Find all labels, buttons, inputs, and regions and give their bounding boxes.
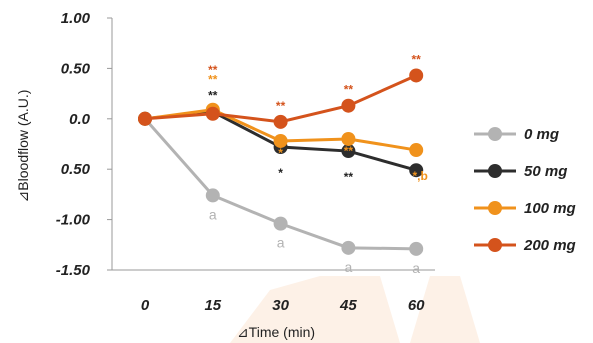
significance-annotation: ** bbox=[208, 63, 218, 77]
data-point bbox=[273, 114, 288, 129]
legend-marker bbox=[488, 201, 502, 215]
data-point bbox=[138, 111, 152, 126]
significance-annotation: *,b bbox=[413, 169, 428, 183]
y-tick-label: 0.50 bbox=[61, 60, 91, 77]
y-tick-labels: 1.00 0.50 0.0 0.50 -1.00 -1.50 bbox=[56, 10, 112, 279]
x-tick-labels: 0 15 30 45 60 bbox=[141, 297, 425, 314]
data-point bbox=[341, 131, 356, 146]
significance-annotation: ** bbox=[344, 83, 354, 97]
y-tick-label: -1.00 bbox=[56, 212, 91, 229]
data-point bbox=[409, 68, 424, 83]
significance-annotation: a bbox=[209, 206, 217, 222]
data-point bbox=[205, 106, 220, 121]
background-shapes bbox=[230, 276, 480, 343]
x-tick-label: 0 bbox=[141, 297, 150, 314]
significance-annotation: a bbox=[277, 235, 285, 251]
legend-marker bbox=[488, 164, 502, 178]
data-point bbox=[341, 144, 356, 159]
y-tick-label: 1.00 bbox=[61, 10, 91, 27]
legend: 0 mg 50 mg 100 mg 200 mg bbox=[474, 126, 576, 254]
legend-label: 0 mg bbox=[524, 126, 559, 143]
data-point bbox=[341, 98, 356, 113]
significance-annotation: ** bbox=[208, 89, 218, 103]
data-point bbox=[273, 216, 288, 231]
x-tick-label: 30 bbox=[272, 297, 289, 314]
significance-annotation: a bbox=[345, 259, 353, 275]
legend-label: 100 mg bbox=[524, 200, 576, 217]
data-point bbox=[273, 133, 288, 148]
x-tick-label: 15 bbox=[204, 297, 221, 314]
data-point bbox=[341, 240, 356, 255]
y-tick-label: 0.50 bbox=[61, 161, 91, 178]
data-point bbox=[409, 143, 424, 158]
significance-annotation: ** bbox=[344, 144, 354, 158]
y-tick-label: 0.0 bbox=[69, 111, 91, 128]
series-lines bbox=[138, 68, 424, 256]
significance-annotation: ** bbox=[412, 52, 422, 66]
significance-annotation: a bbox=[412, 260, 420, 276]
x-axis-title: ⊿Time (min) bbox=[237, 324, 315, 340]
legend-label: 200 mg bbox=[523, 237, 576, 254]
x-tick-label: 60 bbox=[408, 297, 425, 314]
y-axis-title: ⊿Bloodflow (A.U.) bbox=[15, 90, 31, 203]
legend-label: 50 mg bbox=[524, 163, 567, 180]
significance-annotation: * bbox=[278, 146, 283, 160]
significance-annotation: ** bbox=[208, 73, 218, 87]
significance-annotation: ** bbox=[344, 170, 354, 184]
legend-marker bbox=[488, 127, 502, 141]
y-tick-label: -1.50 bbox=[56, 262, 91, 279]
data-point bbox=[409, 163, 424, 178]
significance-annotation: ** bbox=[276, 99, 286, 113]
axes bbox=[111, 18, 435, 271]
significance-annotation: * bbox=[278, 166, 283, 180]
legend-marker bbox=[488, 238, 502, 252]
x-tick-label: 45 bbox=[339, 297, 357, 314]
data-point bbox=[205, 188, 220, 203]
data-point bbox=[409, 241, 424, 256]
